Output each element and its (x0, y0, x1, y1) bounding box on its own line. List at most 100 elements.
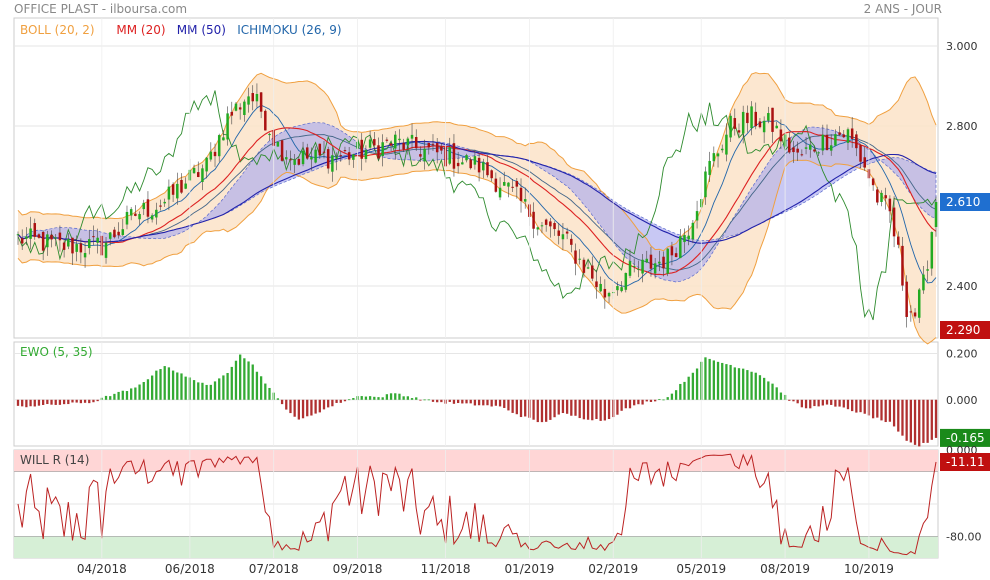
candle-body (331, 155, 334, 172)
candle-body (314, 149, 317, 163)
legend-entry: MM (50) (177, 23, 226, 37)
legend-entry: ICHIMOKU (26, 9) (237, 23, 341, 37)
legend-entry: BOLL (20, 2) (20, 23, 95, 37)
candle-body (352, 154, 355, 160)
ewo-bar (897, 399, 900, 432)
ewo-bar (318, 399, 321, 413)
ewo-bar (830, 399, 833, 405)
candle-body (775, 125, 778, 129)
ewo-bar (574, 399, 577, 416)
ewo-bar (96, 399, 99, 402)
willr-overbought-zone (14, 450, 938, 472)
candle-body (465, 155, 468, 161)
candle-body (205, 157, 208, 172)
ewo-bar (293, 399, 296, 417)
ewo-bar (620, 399, 623, 411)
ewo-bar (586, 399, 590, 420)
candle-body (280, 140, 284, 161)
ewo-bar (46, 399, 49, 405)
candle-body (88, 239, 91, 249)
ewo-bar (930, 399, 933, 440)
ewo-bar (490, 399, 493, 407)
candle-body (50, 234, 53, 240)
candle-body (557, 230, 560, 236)
ewo-bar (130, 388, 133, 400)
ewo-bar (855, 399, 858, 413)
candle-body (163, 201, 166, 204)
ewo-panel-frame (13, 341, 939, 447)
ewo-bar (431, 399, 435, 402)
candle-body (603, 288, 607, 298)
ewo-bar (327, 399, 330, 408)
ewo-bar (402, 396, 405, 400)
ewo-bar (289, 399, 292, 414)
candle-body (570, 238, 573, 245)
ewo-bar (410, 398, 414, 400)
ewo-bar (683, 381, 686, 400)
candle-body (519, 187, 523, 201)
ewo-bar (616, 399, 619, 415)
candle-body (226, 113, 229, 140)
ewo-bar (167, 367, 171, 400)
ewo-bar (796, 399, 799, 404)
ewo-bar (779, 392, 783, 400)
candle-body (544, 219, 548, 225)
ewo-bar (285, 399, 288, 410)
ewo-bar (746, 370, 749, 400)
ewo-bar (754, 372, 757, 400)
price-tick-label: 2.800 (946, 120, 978, 133)
ewo-bar (716, 361, 720, 400)
x-tick-label: 07/2018 (249, 562, 299, 576)
candle-body (37, 234, 41, 238)
ewo-bar (33, 399, 36, 407)
ewo-bar (255, 371, 259, 400)
candle-body (909, 311, 913, 313)
candle-body (620, 287, 623, 292)
ewo-bar (176, 372, 179, 400)
ewo-bar (582, 399, 586, 420)
ewo-bar (557, 399, 560, 415)
candle-body (456, 162, 460, 167)
candle-body (155, 209, 158, 218)
ewo-bar (322, 399, 326, 410)
candle-body (708, 160, 711, 175)
ewo-bar (50, 399, 53, 405)
price-panel-frame (13, 17, 939, 339)
ewo-bar (725, 364, 728, 400)
ewo-bar (104, 395, 108, 400)
ewo-bar (775, 387, 778, 400)
ewo-bar (209, 384, 212, 400)
ewo-bar (607, 399, 611, 420)
candle-body (674, 253, 678, 258)
candle-body (406, 138, 410, 146)
ewo-bar (591, 399, 594, 421)
ichimoku-kijun-line (17, 134, 937, 271)
ewo-bar (817, 399, 820, 407)
x-tick-label: 01/2019 (504, 562, 554, 576)
ewo-bar (159, 369, 162, 400)
candle-body (322, 151, 326, 153)
candle-body (888, 198, 892, 212)
ewo-bar (687, 376, 690, 400)
ewo-bar (306, 399, 309, 417)
ewo-bar (440, 399, 443, 403)
ewo-bar (125, 391, 129, 400)
x-tick-label: 02/2019 (588, 562, 638, 576)
candle-body (435, 143, 439, 153)
ewo-bar (859, 399, 862, 413)
candle-body (897, 236, 900, 245)
candle-body (905, 281, 908, 317)
candle-body (243, 101, 246, 115)
ewo-bar (364, 396, 368, 400)
candle-body (515, 181, 519, 187)
candle-body (96, 237, 99, 243)
ichimoku-chikou-line (17, 90, 937, 321)
ewo-bar (825, 399, 829, 405)
candle-body (326, 149, 330, 169)
ewo-last-badge-bg (940, 428, 990, 447)
ewo-bar (25, 399, 28, 408)
candle-body (477, 157, 481, 173)
candle-body (33, 223, 37, 237)
candle-body (838, 132, 841, 135)
willr-tick-label: -80.00 (946, 530, 981, 543)
